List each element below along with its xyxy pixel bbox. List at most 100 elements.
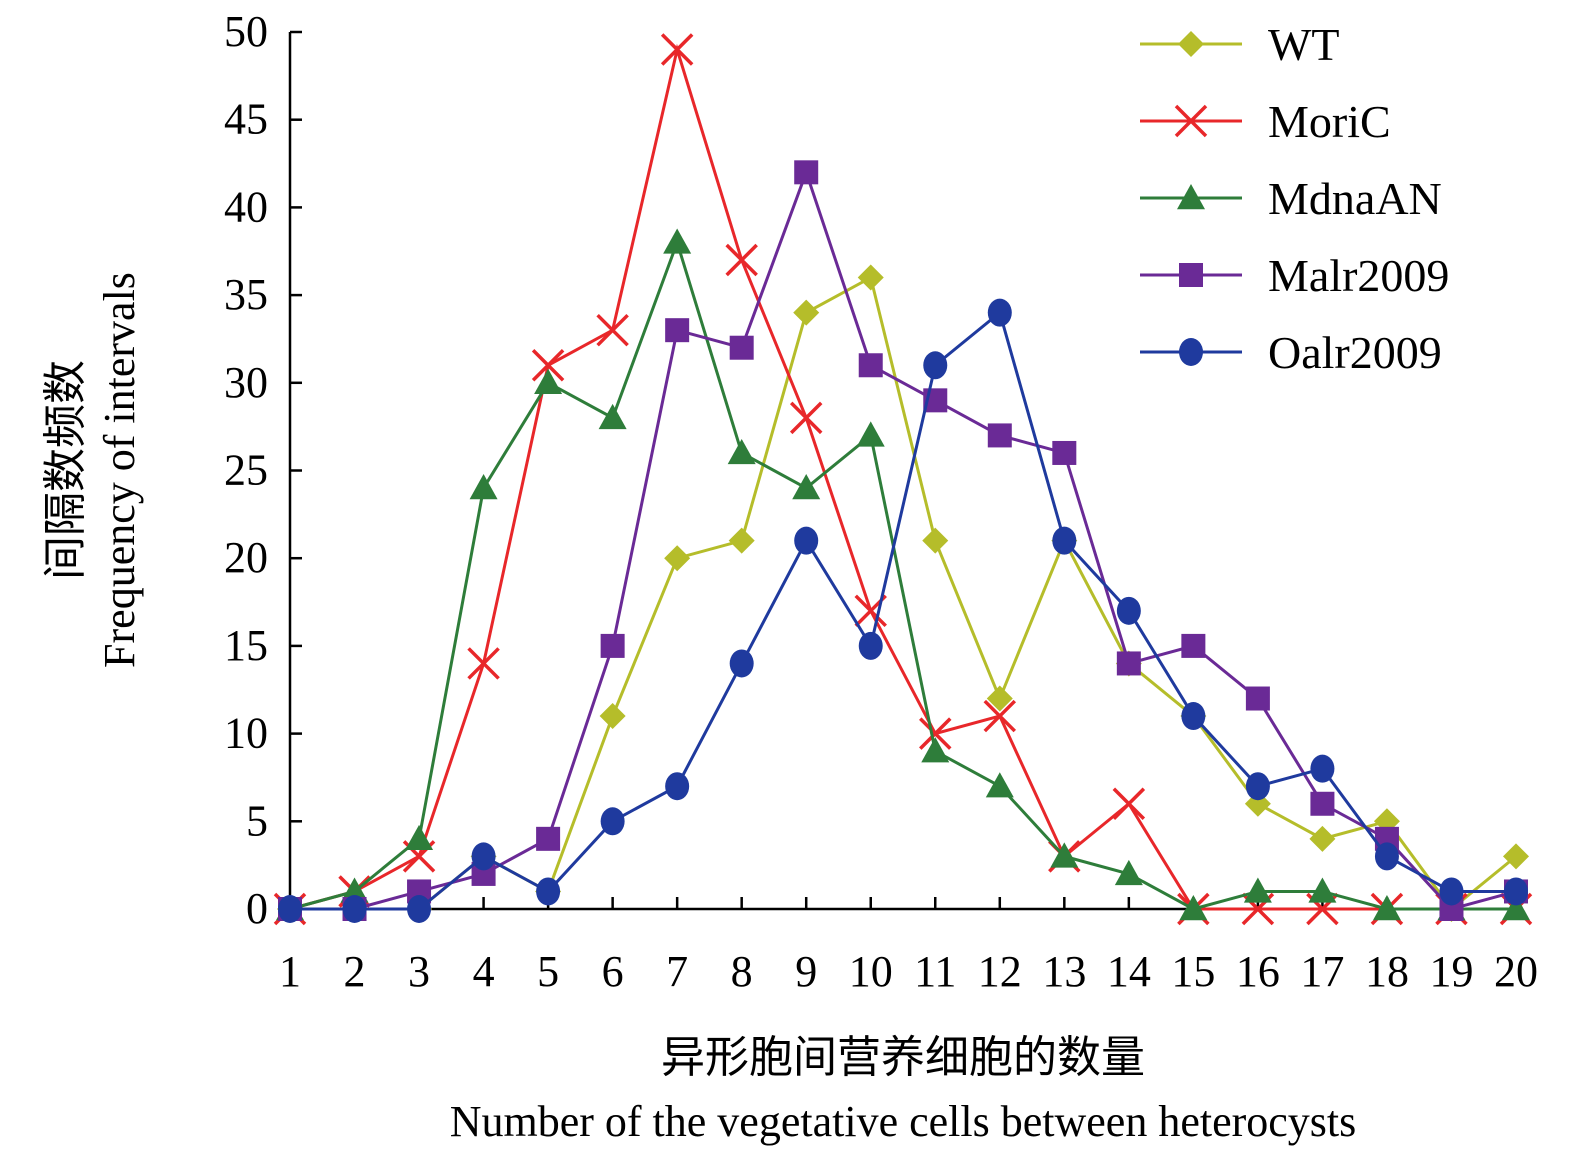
legend-label-moric: MoriC <box>1268 96 1391 147</box>
series-line-moric <box>289 43 1516 911</box>
x-tick-label: 17 <box>1300 947 1344 996</box>
data-point-wt <box>599 703 626 730</box>
data-point-moric <box>789 401 823 435</box>
data-point-moric <box>531 349 565 382</box>
data-point-oalr2009 <box>987 298 1012 327</box>
data-point-mdnaan <box>1502 895 1530 921</box>
legend-label-malr2009: Malr2009 <box>1268 250 1449 301</box>
data-point-wt <box>1309 825 1336 852</box>
x-tick-label: 9 <box>795 947 817 996</box>
data-point-oalr2009 <box>923 351 948 380</box>
data-point-mdnaan <box>1243 877 1272 903</box>
y-tick-label: 10 <box>224 709 268 758</box>
legend-label-wt: WT <box>1268 19 1340 70</box>
data-point-moric <box>919 717 952 750</box>
data-point-mdnaan <box>1050 842 1079 868</box>
data-point-mdnaan <box>727 438 756 465</box>
x-tick-label: 2 <box>344 947 366 996</box>
data-point-moric <box>660 33 694 66</box>
data-point-malr2009 <box>1245 686 1270 711</box>
x-tick-label: 1 <box>279 947 301 996</box>
data-point-oalr2009 <box>342 895 367 923</box>
data-point-wt <box>922 527 949 554</box>
x-tick-label: 18 <box>1365 947 1409 996</box>
data-point-oalr2009 <box>858 631 883 660</box>
legend-label-oalr2009: Oalr2009 <box>1268 327 1442 378</box>
x-tick-label: 4 <box>473 947 495 996</box>
data-point-mdnaan <box>856 421 885 447</box>
data-point-oalr2009 <box>1439 877 1464 906</box>
y-ticks: 0 5 10 15 20 25 30 35 40 45 50 <box>224 7 302 933</box>
data-point-malr2009 <box>987 423 1012 448</box>
x-tick-label: 15 <box>1171 947 1215 996</box>
x-tick-label: 11 <box>914 947 956 996</box>
data-point-malr2009 <box>858 353 883 378</box>
data-point-malr2009 <box>1116 651 1141 676</box>
legend-marker-wt <box>1178 31 1204 57</box>
axes <box>288 32 1516 911</box>
data-point-mdnaan <box>663 228 692 254</box>
data-point-mdnaan <box>405 824 434 851</box>
legend-item-moric: MoriC <box>1140 96 1391 147</box>
x-tick-label: 8 <box>731 947 753 996</box>
x-tick-label: 12 <box>978 947 1022 996</box>
x-tick-label: 10 <box>849 947 893 996</box>
x-tick-label: 16 <box>1236 947 1280 996</box>
y-axis-title: 间隔数频数 Frequency of intervals <box>41 272 144 668</box>
data-point-oalr2009 <box>1052 526 1077 555</box>
data-point-mdnaan <box>534 368 563 394</box>
y-tick-label: 30 <box>224 358 268 407</box>
data-point-oalr2009 <box>536 877 561 906</box>
legend-item-wt: WT <box>1140 19 1340 70</box>
data-point-moric <box>725 243 758 277</box>
data-point-mdnaan <box>921 737 950 763</box>
x-tick-label: 7 <box>666 947 688 996</box>
data-point-wt <box>1503 843 1529 870</box>
x-tick-label: 19 <box>1429 947 1473 996</box>
legend: WT MoriC MdnaAN Malr2009 Oalr2009 <box>1140 19 1449 378</box>
x-tick-label: 5 <box>537 947 559 996</box>
series-oalr2009 <box>278 298 1528 923</box>
data-point-wt <box>857 264 884 291</box>
data-point-oalr2009 <box>407 895 432 923</box>
series-moric <box>273 33 1533 926</box>
legend-item-mdnaan: MdnaAN <box>1140 173 1442 224</box>
y-axis-title-zh: 间隔数频数 <box>41 360 90 580</box>
data-point-mdnaan <box>792 474 821 500</box>
data-point-mdnaan <box>985 772 1014 798</box>
data-point-mdnaan <box>469 474 498 500</box>
data-point-oalr2009 <box>729 649 754 678</box>
data-point-mdnaan <box>598 403 627 430</box>
data-point-oalr2009 <box>278 895 302 923</box>
data-point-malr2009 <box>794 160 819 185</box>
y-tick-label: 5 <box>246 796 268 845</box>
data-point-malr2009 <box>1310 791 1335 816</box>
x-tick-label: 20 <box>1494 947 1538 996</box>
data-point-oalr2009 <box>1374 842 1399 871</box>
data-point-malr2009 <box>1181 633 1206 658</box>
data-point-malr2009 <box>1052 440 1077 465</box>
y-tick-label: 15 <box>224 621 268 670</box>
data-point-mdnaan <box>1114 859 1143 886</box>
series-layer <box>273 33 1533 926</box>
data-point-oalr2009 <box>1116 596 1141 625</box>
data-point-wt <box>664 545 691 572</box>
data-point-oalr2009 <box>471 842 496 871</box>
x-tick-label: 6 <box>602 947 624 996</box>
data-point-oalr2009 <box>665 772 690 801</box>
x-tick-label: 13 <box>1042 947 1086 996</box>
data-point-mdnaan <box>1179 895 1208 921</box>
y-axis-title-en: Frequency of intervals <box>95 272 144 668</box>
y-tick-label: 45 <box>224 95 268 144</box>
legend-label-mdnaan: MdnaAN <box>1268 173 1442 224</box>
data-point-oalr2009 <box>1310 754 1335 783</box>
data-point-malr2009 <box>600 633 625 658</box>
data-point-malr2009 <box>729 335 754 360</box>
data-point-oalr2009 <box>1504 877 1528 906</box>
data-point-moric <box>467 647 500 680</box>
data-point-wt <box>793 299 820 326</box>
data-point-oalr2009 <box>794 526 819 555</box>
data-point-moric <box>1112 787 1146 820</box>
legend-marker-malr2009 <box>1179 263 1203 287</box>
